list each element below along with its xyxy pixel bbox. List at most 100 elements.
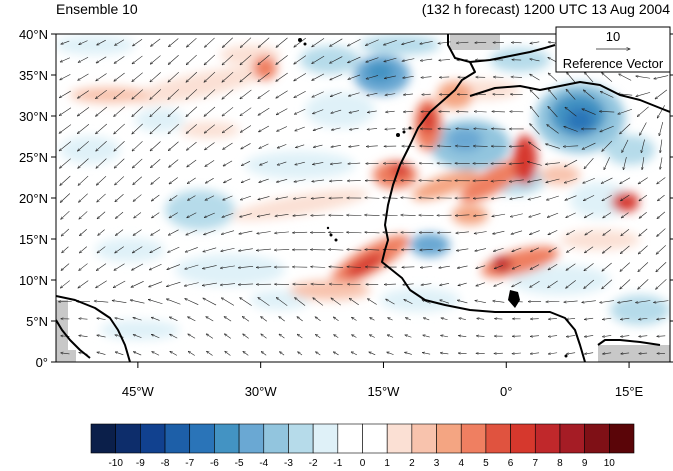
wind-arrow [188, 317, 196, 322]
wind-arrow [258, 72, 270, 82]
wind-arrow [315, 317, 321, 322]
wind-arrow [564, 126, 578, 132]
wind-arrow [331, 145, 341, 147]
wind-arrow [328, 249, 344, 250]
wind-arrow [420, 58, 433, 61]
wind-arrow [166, 281, 181, 286]
colorbar-swatch [584, 423, 610, 454]
wind-arrow [638, 279, 649, 289]
wind-arrow [476, 282, 486, 286]
wind-arrow [152, 351, 160, 356]
wind-arrow [276, 196, 288, 199]
wind-arrow [455, 146, 470, 147]
wind-arrow [294, 179, 306, 182]
wind-arrow [315, 352, 321, 356]
wind-arrow [258, 196, 270, 199]
colorbar-swatch [609, 423, 635, 454]
wind-arrow [60, 280, 70, 289]
wind-arrow [352, 335, 357, 338]
wind-arrow [168, 38, 179, 46]
wind-arrow [474, 231, 487, 233]
wind-arrow [603, 229, 611, 236]
wind-arrow [259, 178, 269, 182]
wind-arrow [238, 284, 254, 285]
wind-arrow [437, 180, 452, 181]
wind-arrow [223, 160, 233, 166]
wind-arrow [97, 39, 106, 45]
anomaly-shading [56, 34, 670, 362]
colorbar-swatch [559, 423, 585, 454]
wind-arrow [148, 299, 163, 305]
wind-arrow [60, 175, 71, 185]
wind-arrow [456, 111, 469, 112]
wind-arrow [202, 282, 217, 285]
colorbar-label: 5 [483, 458, 489, 469]
wind-arrow [638, 245, 648, 254]
wind-arrow [222, 89, 234, 100]
wind-arrow [367, 128, 378, 129]
wind-arrow [657, 194, 665, 201]
wind-arrow [402, 58, 415, 62]
wind-arrow [421, 283, 432, 285]
wind-arrow [79, 263, 88, 271]
wind-arrow [276, 72, 288, 81]
wind-arrow [258, 54, 270, 65]
wind-arrow [619, 74, 632, 81]
wind-arrow [166, 299, 181, 305]
wind-arrow [405, 318, 412, 321]
wind-arrow [204, 142, 215, 150]
wind-arrow [203, 247, 217, 252]
wind-arrow [365, 39, 379, 46]
wind-arrow [639, 228, 648, 236]
wind-arrow [150, 123, 161, 134]
wind-arrow [331, 127, 341, 130]
wind-arrow [206, 317, 214, 322]
wind-arrow [132, 39, 143, 46]
wind-arrow [224, 317, 232, 322]
wind-arrow [204, 37, 215, 47]
wind-arrow [348, 56, 361, 63]
wind-arrow [547, 125, 559, 134]
wind-arrow [59, 158, 71, 169]
wind-arrow [114, 141, 125, 151]
wind-arrow [169, 195, 178, 200]
wind-arrow [115, 193, 124, 202]
wind-arrow [530, 124, 540, 135]
wind-arrow [566, 212, 576, 218]
wind-arrow [60, 57, 70, 62]
wind-arrow [365, 232, 380, 233]
wind-arrow [329, 284, 343, 285]
wind-arrow [621, 353, 630, 354]
wind-arrow [404, 352, 412, 355]
wind-arrow [98, 229, 105, 236]
wind-arrow [549, 247, 557, 252]
wind-arrow [294, 55, 307, 64]
wind-arrow [458, 282, 467, 285]
wind-arrow [329, 180, 343, 181]
wind-arrow [369, 335, 375, 338]
wind-arrow [257, 213, 271, 217]
wind-arrow [527, 162, 542, 166]
colorbar-label: 3 [434, 458, 440, 469]
wind-arrow [620, 279, 631, 290]
wind-arrow [59, 124, 72, 134]
wind-arrow [239, 230, 253, 234]
wind-arrow [366, 146, 378, 147]
wind-arrow [546, 195, 559, 200]
wind-arrow [582, 109, 596, 115]
coastline [56, 34, 670, 362]
wind-arrow [188, 351, 195, 356]
wind-arrow [638, 177, 648, 184]
wind-arrow [133, 194, 142, 202]
wind-arrow [420, 146, 433, 147]
wind-arrow [386, 299, 395, 305]
wind-arrow [221, 298, 235, 306]
islands [298, 38, 568, 358]
wind-arrow [311, 215, 326, 216]
wind-arrow [294, 108, 306, 114]
wind-arrow [240, 72, 252, 82]
wind-arrow [167, 246, 180, 252]
wind-arrow [636, 92, 651, 96]
wind-arrow [238, 248, 253, 251]
wind-arrow [114, 89, 125, 99]
